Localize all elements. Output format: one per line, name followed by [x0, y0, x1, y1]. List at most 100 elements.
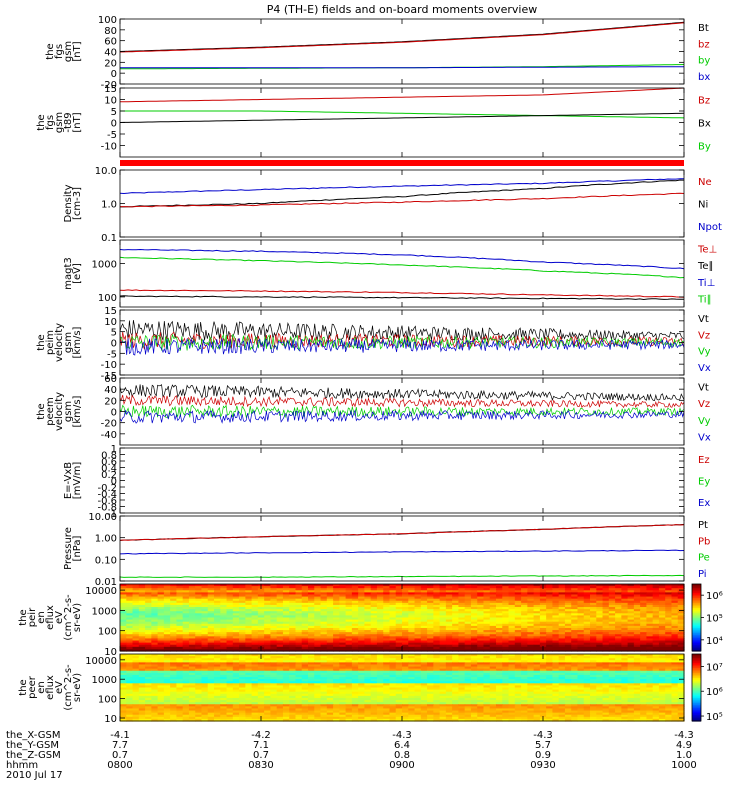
- spectrogram-cell: [170, 654, 177, 657]
- spectrogram-cell: [402, 670, 409, 674]
- spectrogram-cell: [126, 664, 134, 668]
- spectrogram-cell: [270, 668, 278, 672]
- spectrogram-cell: [320, 677, 328, 680]
- spectrogram-cell: [502, 632, 510, 635]
- spectrogram-cell: [646, 600, 654, 604]
- spectrogram-cell: [596, 602, 604, 606]
- spectrogram-cell: [527, 594, 535, 598]
- spectrogram-cell: [665, 607, 673, 610]
- spectrogram-cell: [439, 687, 447, 691]
- spectrogram-cell: [665, 621, 673, 625]
- spectrogram-cell: [464, 648, 472, 652]
- spectrogram-cell: [320, 646, 328, 650]
- spectrogram-cell: [251, 677, 259, 680]
- spectrogram-cell: [232, 672, 240, 676]
- spectrogram-cell: [452, 604, 459, 608]
- spectrogram-cell: [552, 602, 560, 606]
- spectrogram-cell: [452, 588, 459, 591]
- spectrogram-cell: [145, 634, 152, 637]
- spectrogram-cell: [370, 658, 378, 661]
- spectrogram-cell: [201, 644, 209, 648]
- spectrogram-cell: [389, 590, 397, 593]
- spectrogram-cell: [289, 600, 297, 604]
- spectrogram-cell: [188, 666, 196, 670]
- spectrogram-cell: [458, 679, 466, 682]
- legend-Npot: Npot: [698, 222, 722, 233]
- spectrogram-cell: [458, 594, 466, 598]
- spectrogram-cell: [470, 687, 478, 691]
- spectrogram-cell: [151, 638, 159, 642]
- spectrogram-cell: [608, 677, 616, 680]
- legend-Pe: Pe: [698, 553, 710, 564]
- series-line-Vy: [119, 404, 685, 419]
- spectrogram-cell: [395, 596, 403, 600]
- spectrogram-cell: [301, 594, 309, 598]
- spectrogram-cell: [496, 642, 503, 646]
- spectrogram-cell: [120, 604, 127, 608]
- spectrogram-cell: [408, 658, 416, 661]
- spectrogram-cell: [521, 625, 528, 629]
- spectrogram-cell: [370, 607, 378, 610]
- spectrogram-cell: [671, 636, 679, 640]
- spectrogram-cell: [239, 617, 246, 621]
- spectrogram-cell: [295, 642, 303, 646]
- spectrogram-cell: [658, 668, 666, 672]
- spectrogram-cell: [383, 615, 391, 619]
- spectrogram-cell: [489, 588, 497, 591]
- y-tick-label: 40: [104, 48, 117, 59]
- spectrogram-cell: [245, 630, 253, 633]
- spectrogram-cell: [176, 674, 184, 678]
- spectrogram-cell: [665, 634, 673, 637]
- spectrogram-cell: [214, 679, 221, 682]
- spectrogram-cell: [489, 672, 497, 676]
- spectrogram-cell: [358, 630, 365, 633]
- spectrogram-cell: [333, 619, 340, 623]
- spectrogram-cell: [658, 656, 666, 659]
- spectrogram-cell: [464, 607, 472, 610]
- spectrogram-cell: [496, 584, 503, 587]
- spectrogram-cell: [420, 654, 428, 657]
- spectrogram-cell: [521, 642, 528, 646]
- spectrogram-cell: [214, 627, 221, 631]
- spectrogram-cell: [652, 623, 660, 627]
- spectrogram-cell: [276, 598, 284, 602]
- spectrogram-cell: [364, 662, 372, 666]
- spectrogram-cell: [514, 648, 522, 652]
- spectrogram-cell: [226, 632, 234, 635]
- spectrogram-cell: [282, 604, 290, 608]
- spectrogram-cell: [514, 644, 522, 648]
- spectrogram-cell: [533, 668, 541, 672]
- legend-Ex: Ex: [698, 498, 710, 509]
- spectrogram-cell: [652, 677, 660, 680]
- spectrogram-cell: [176, 689, 184, 693]
- spectrogram-cell: [201, 672, 209, 676]
- spectrogram-cell: [583, 660, 591, 663]
- spectrogram-cell: [264, 596, 271, 600]
- spectrogram-cell: [207, 586, 215, 589]
- spectrogram-cell: [458, 668, 466, 672]
- spectrogram-cell: [376, 617, 384, 621]
- spectrogram-cell: [458, 670, 466, 674]
- spectrogram-cell: [458, 596, 466, 600]
- spectrogram-cell: [558, 685, 566, 689]
- spectrogram-cell: [596, 683, 604, 686]
- spectrogram-cell: [251, 586, 259, 589]
- spectrogram-cell: [126, 630, 134, 633]
- spectrogram-cell: [508, 644, 516, 648]
- spectrogram-cell: [621, 611, 629, 614]
- spectrogram-cell: [220, 584, 228, 587]
- spectrogram-cell: [470, 644, 478, 648]
- spectrogram-cell: [502, 615, 510, 619]
- spectrogram-cell: [326, 664, 334, 668]
- spectrogram-cell: [640, 685, 647, 689]
- spectrogram-cell: [251, 689, 259, 693]
- spectrogram-cell: [345, 607, 353, 610]
- spectrogram-cell: [571, 646, 579, 650]
- y-axis-label-line: (cm^2-s-: [63, 594, 74, 641]
- spectrogram-cell: [646, 617, 654, 621]
- spectrogram-cell: [546, 609, 553, 612]
- spectrogram-cell: [596, 627, 604, 631]
- spectrogram-cell: [339, 685, 347, 689]
- spectrogram-cell: [370, 670, 378, 674]
- spectrogram-cell: [333, 681, 340, 684]
